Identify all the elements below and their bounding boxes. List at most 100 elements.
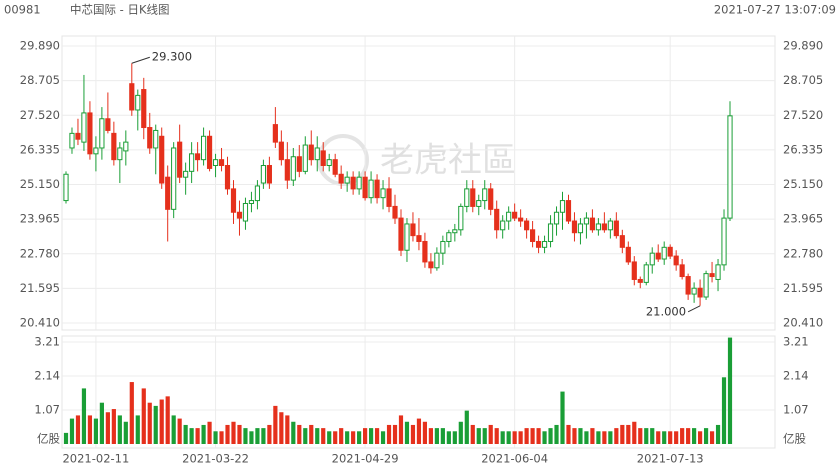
watermark-group: 老虎社區	[317, 134, 516, 186]
volume-bar	[488, 424, 493, 444]
volume-bar	[279, 412, 284, 444]
candle-body	[362, 176, 368, 199]
volume-bar	[297, 424, 302, 444]
candle-body	[691, 287, 697, 295]
candle-body	[530, 229, 536, 242]
volume-bar	[345, 431, 350, 444]
candle-body	[87, 112, 93, 155]
candle-body	[392, 205, 398, 219]
y-tick-label-right: 20.410	[783, 316, 823, 330]
volume-bar	[596, 431, 601, 444]
candle-body	[338, 173, 344, 184]
y-tick-label: 22.780	[20, 246, 60, 260]
volume-bar	[428, 428, 433, 444]
volume-bar	[446, 431, 451, 444]
volume-tick-label-right: 1.07	[783, 403, 809, 417]
candle-body	[278, 141, 284, 161]
volume-bar	[602, 431, 607, 444]
candle-body	[458, 205, 464, 231]
volume-bar	[662, 431, 667, 444]
volume-bar	[123, 421, 128, 444]
candle-body	[607, 220, 613, 231]
candle-body	[224, 165, 231, 190]
candle-body	[488, 188, 494, 210]
volume-bar	[219, 431, 224, 444]
candle-body	[266, 165, 272, 184]
volume-bar	[715, 424, 721, 444]
candle-body	[524, 220, 530, 231]
candle-body	[320, 150, 326, 167]
candle-body	[248, 200, 255, 204]
candle-body	[398, 217, 404, 251]
volume-bar	[225, 424, 230, 444]
volume-bar	[357, 431, 362, 444]
volume-bar	[231, 421, 236, 444]
volume-bar	[309, 424, 314, 444]
volume-bar	[261, 428, 266, 444]
candle-body	[302, 144, 308, 172]
y-tick-label-right: 26.335	[783, 142, 823, 156]
volume-bar	[207, 421, 212, 444]
volume-bar	[380, 431, 386, 444]
volume-bar	[368, 428, 374, 444]
volume-bar	[93, 418, 99, 444]
candle-body	[446, 232, 452, 242]
y-tick-label: 21.595	[20, 281, 60, 295]
volume-bar	[99, 402, 104, 444]
volume-bar	[374, 428, 380, 444]
volume-bar	[434, 428, 439, 444]
stock-code: 00981	[4, 3, 41, 17]
candle-body	[356, 176, 362, 190]
candle-body	[440, 240, 446, 254]
candle-body	[625, 246, 631, 263]
price-panel	[61, 35, 776, 331]
volume-bar	[614, 428, 619, 444]
volume-bar	[566, 424, 571, 444]
candle-body	[380, 188, 386, 199]
volume-bar	[584, 431, 589, 444]
candle-body	[153, 129, 159, 149]
y-tick-label-right: 29.890	[783, 39, 823, 53]
candle-body	[344, 176, 350, 184]
candle-body	[613, 220, 619, 237]
volume-bar	[560, 391, 565, 444]
candle-body	[476, 200, 482, 207]
candle-body	[206, 135, 213, 169]
volume-bar	[237, 424, 242, 444]
y-tick-label-right: 22.780	[783, 246, 823, 260]
volume-bar	[542, 431, 547, 444]
candle-body	[218, 159, 225, 167]
y-tick-label-right: 25.150	[783, 177, 823, 191]
candle-body	[410, 223, 416, 237]
x-tick-label: 2021-06-04	[481, 452, 548, 466]
volume-tick-label: 2.14	[34, 369, 60, 383]
candle-body	[482, 188, 488, 202]
volume-bar	[727, 337, 733, 444]
candle-body	[189, 153, 195, 172]
volume-bar	[291, 421, 296, 444]
volume-bar	[512, 431, 517, 444]
volume-bar	[674, 431, 679, 444]
candle-body	[308, 144, 314, 161]
volume-bar	[464, 410, 469, 444]
candle-body	[111, 132, 117, 161]
candle-body	[141, 89, 147, 129]
volume-bar	[249, 431, 254, 444]
volume-tick-label: 3.21	[34, 335, 60, 349]
candle-body	[685, 276, 691, 295]
volume-bar	[416, 418, 422, 444]
volume-bar	[536, 428, 541, 444]
candle-body	[183, 170, 189, 178]
volume-bar	[608, 431, 613, 444]
candle-body	[200, 135, 207, 161]
candle-body	[123, 141, 129, 152]
volume-bar	[632, 421, 637, 444]
candle-body	[547, 223, 554, 242]
volume-bar	[656, 431, 661, 444]
candle-body	[135, 94, 141, 111]
volume-bar	[117, 415, 122, 444]
candle-body	[577, 223, 584, 234]
candle-body	[661, 246, 667, 260]
candle-body	[236, 211, 243, 219]
